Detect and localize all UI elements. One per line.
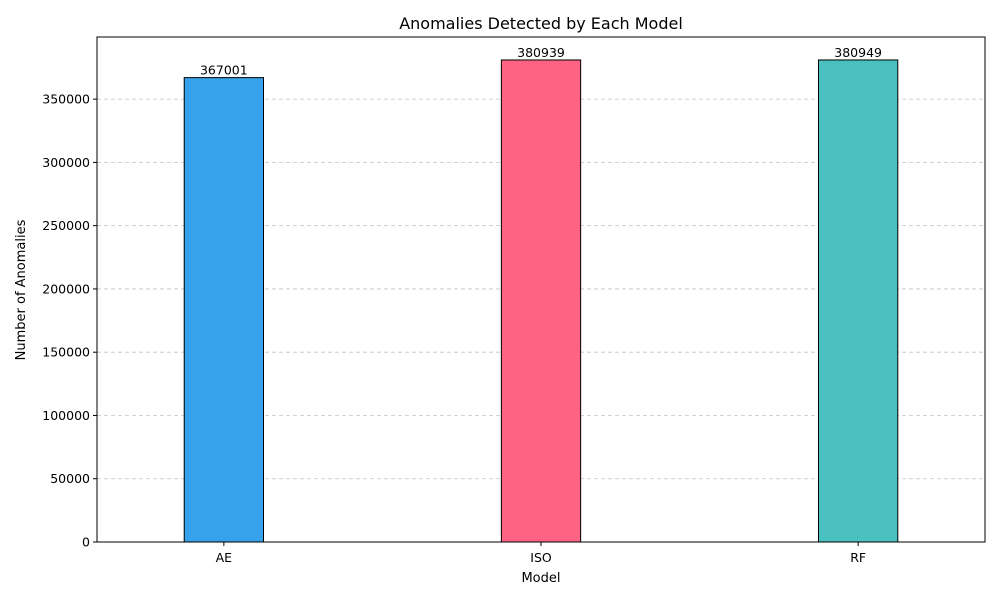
y-axis-label: Number of Anomalies <box>14 219 29 360</box>
chart-title: Anomalies Detected by Each Model <box>399 14 683 33</box>
data-label-rf: 380949 <box>834 45 882 60</box>
y-tick-label-1: 50000 <box>50 471 90 486</box>
bar-ae <box>183 77 264 543</box>
bars <box>183 59 899 543</box>
x-tick-label-rf: RF <box>850 550 866 565</box>
y-tick-label-5: 250000 <box>42 218 90 233</box>
x-tick-label-iso: ISO <box>530 550 552 565</box>
y-axis-ticks: 0 50000 100000 150000 200000 250000 300000 3500… <box>42 92 97 550</box>
data-label-ae: 367001 <box>200 63 248 78</box>
data-labels: 367001 380939 380949 <box>200 45 882 78</box>
bar-rf <box>818 59 899 543</box>
x-axis-ticks: AE ISO RF <box>216 542 866 565</box>
y-tick-label-4: 200000 <box>42 281 90 296</box>
bar-iso <box>500 59 582 543</box>
x-tick-label-ae: AE <box>216 550 233 565</box>
y-tick-label-2: 100000 <box>42 408 90 423</box>
data-label-iso: 380939 <box>517 45 565 60</box>
y-tick-label-7: 350000 <box>42 92 90 107</box>
y-tick-label-6: 300000 <box>42 155 90 170</box>
y-tick-label-0: 0 <box>82 535 90 550</box>
x-axis-label: Model <box>521 571 560 586</box>
y-tick-label-3: 150000 <box>42 345 90 360</box>
